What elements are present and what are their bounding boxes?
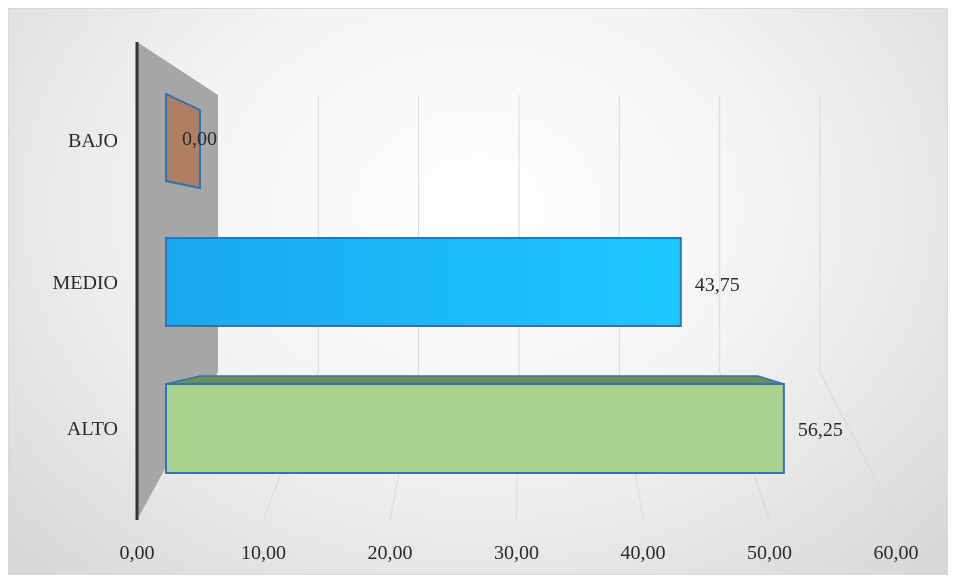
category-label-medio: MEDIO: [52, 272, 118, 294]
bar-alto: [165, 383, 785, 474]
labels-layer: 0,00 10,00 20,00 30,00 40,00 50,00 60,00 BAJO ME…: [52, 128, 918, 564]
value-label-medio: 43,75: [695, 274, 740, 296]
bar-top-alto: [165, 375, 785, 385]
x-tick-label: 30,00: [494, 542, 539, 564]
floor-gridline-6: [819, 371, 897, 521]
bar-medio: [165, 237, 682, 327]
value-label-alto: 56,25: [798, 419, 843, 441]
x-tick-label: 60,00: [874, 542, 919, 564]
x-tick-label: 20,00: [368, 542, 413, 564]
value-label-bajo: 0,00: [182, 128, 217, 150]
x-tick-label: 40,00: [621, 542, 666, 564]
category-label-alto: ALTO: [67, 418, 118, 440]
x-tick-label: 10,00: [241, 542, 286, 564]
x-tick-label: 0,00: [120, 542, 155, 564]
bars-layer: [165, 92, 785, 474]
x-tick-label: 50,00: [747, 542, 792, 564]
category-label-bajo: BAJO: [68, 130, 118, 152]
bar-bajo: [165, 92, 201, 190]
